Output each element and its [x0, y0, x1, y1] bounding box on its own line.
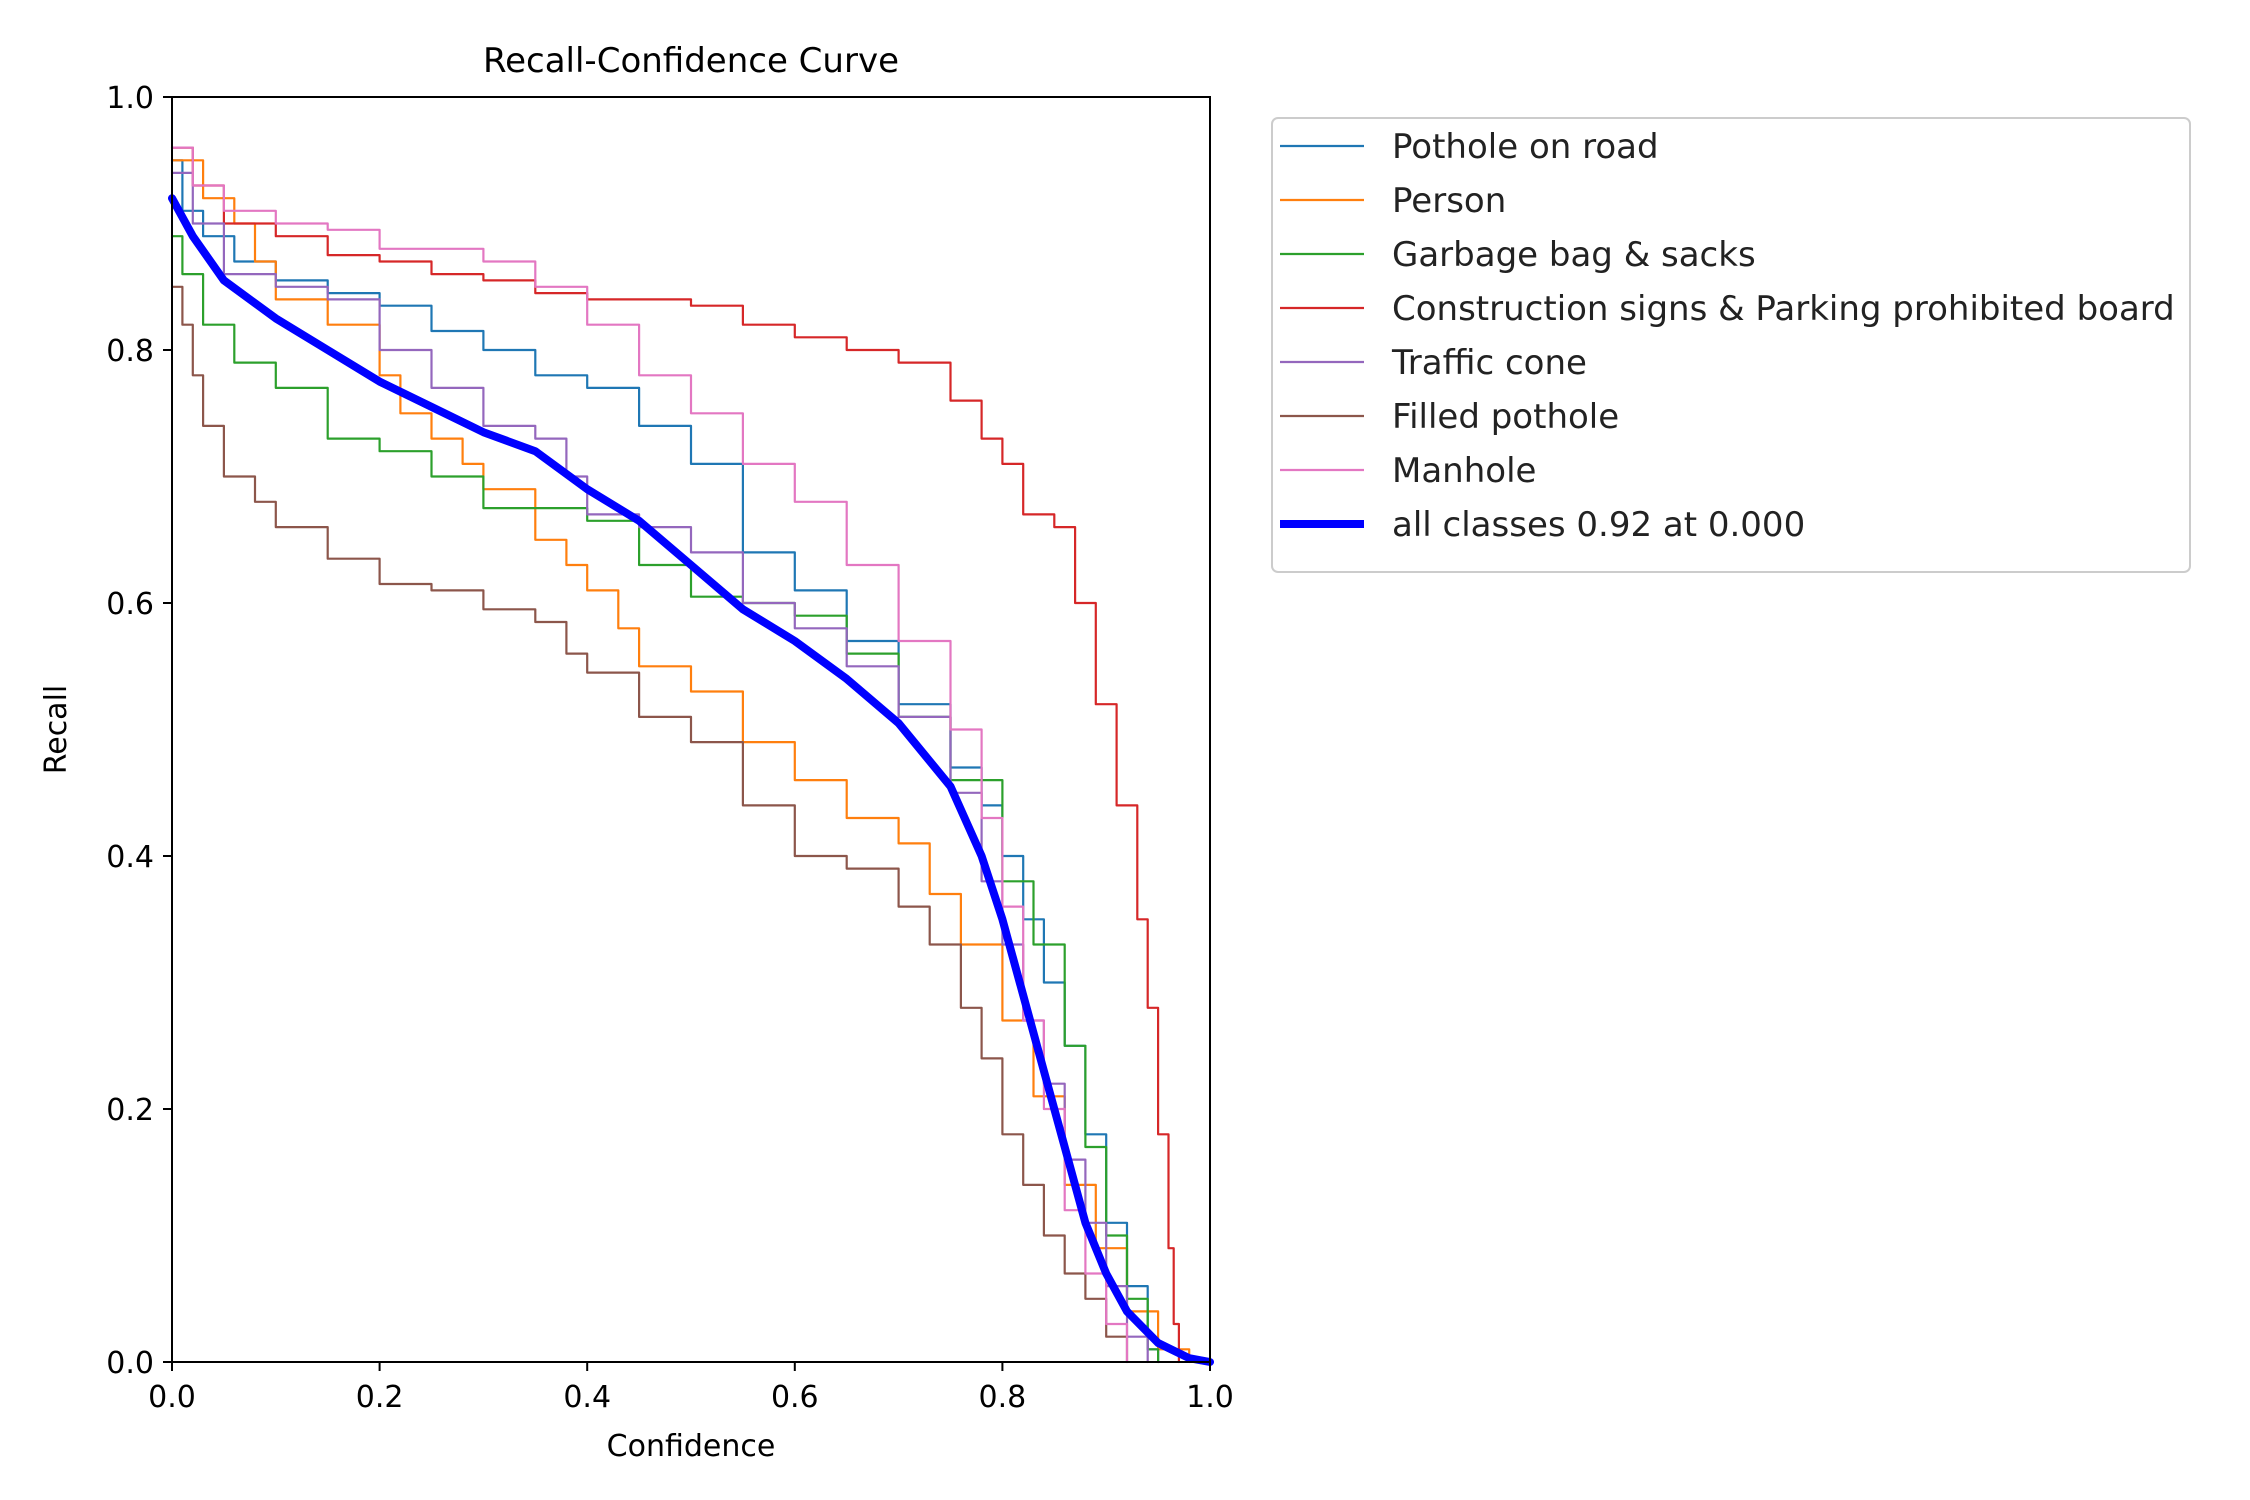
legend-label: Garbage bag & sacks	[1392, 235, 1756, 275]
y-tick-label: 1.0	[106, 81, 154, 116]
series-line-6	[170, 146, 1129, 1364]
legend-label: all classes 0.92 at 0.000	[1392, 505, 1805, 545]
x-tick-label: 0.8	[979, 1380, 1027, 1415]
plot-frame	[171, 96, 1211, 1363]
legend-frame	[1271, 117, 2191, 573]
series-line-3	[170, 146, 1180, 1364]
y-tick-label: 0.4	[106, 840, 154, 875]
legend-label: Filled pothole	[1392, 397, 1619, 437]
chart-title: Recall-Confidence Curve	[483, 41, 899, 81]
legend-label: Construction signs & Parking prohibited …	[1392, 289, 2175, 329]
x-axis-label: Confidence	[607, 1429, 776, 1464]
legend-label: Manhole	[1392, 451, 1536, 491]
y-tick-label: 0.0	[106, 1346, 154, 1381]
series-line-5	[170, 285, 1129, 1364]
legend-items: Pothole on road Person Garbage bag & sacks…	[1280, 127, 2175, 545]
x-tick-label: 0.0	[148, 1380, 196, 1415]
x-tick-label: 0.4	[563, 1380, 611, 1415]
y-tick-label: 0.2	[106, 1093, 154, 1128]
y-tick-label: 0.8	[106, 334, 154, 369]
legend-label: Person	[1392, 181, 1506, 221]
legend-label: Traffic cone	[1391, 343, 1587, 383]
x-tick-label: 0.6	[771, 1380, 819, 1415]
x-tick-label: 1.0	[1186, 1380, 1234, 1415]
series-line-7	[168, 194, 1214, 1366]
legend: Pothole on road Person Garbage bag & sacks…	[1271, 117, 2191, 573]
y-axis-label: Recall	[39, 685, 74, 775]
x-tick-label: 0.2	[356, 1380, 404, 1415]
y-tick-label: 0.6	[106, 587, 154, 622]
series-layer	[168, 146, 1214, 1366]
axes-layer: 0.0 0.2 0.4 0.6 0.8 1.0 0.0 0.2 0.4 0.6 0.8 1.0	[106, 81, 1234, 1415]
legend-label: Pothole on road	[1392, 127, 1659, 167]
